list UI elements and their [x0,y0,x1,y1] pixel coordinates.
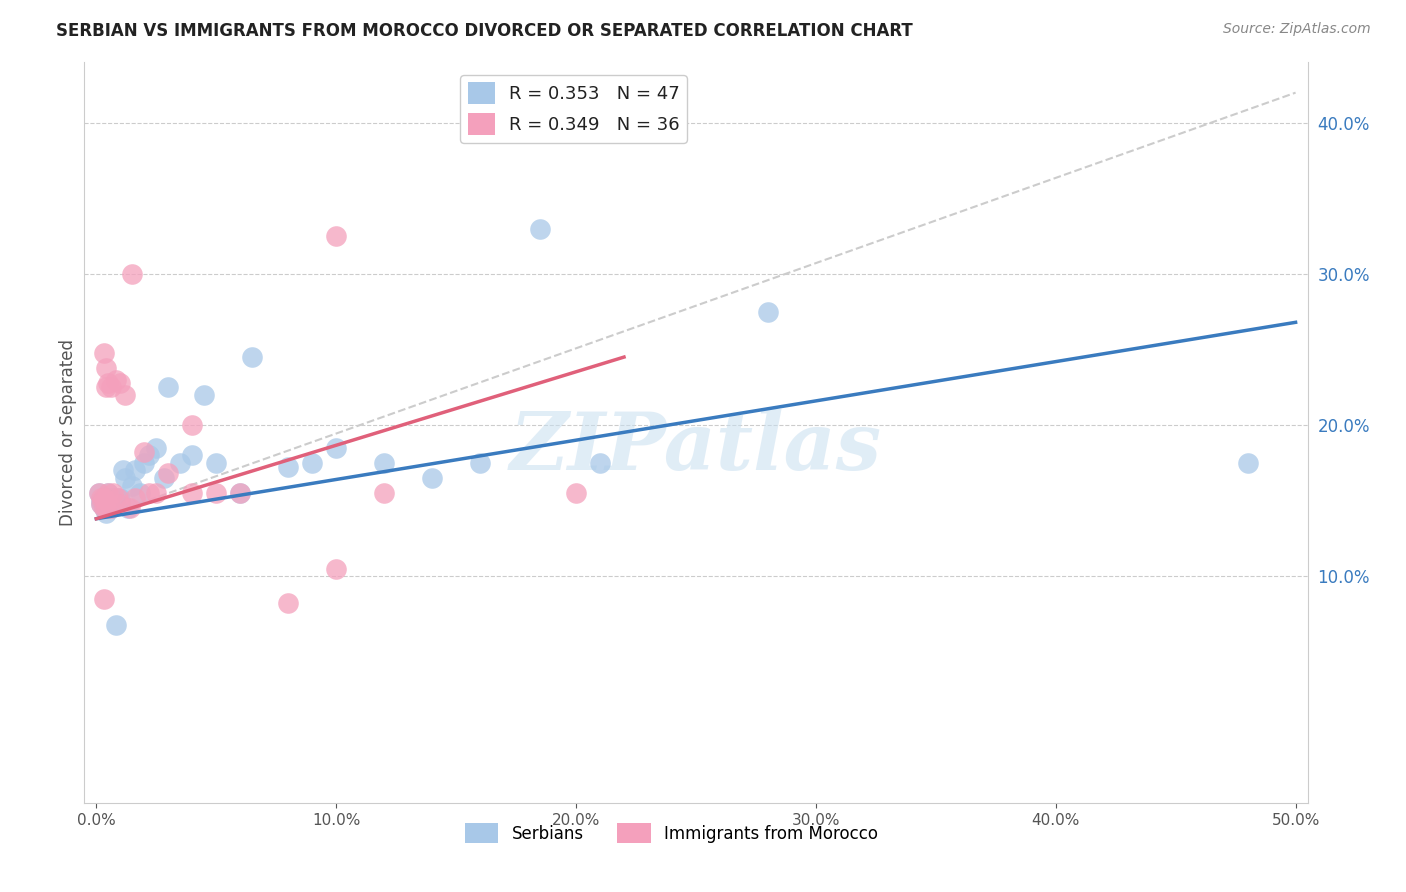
Point [93,501,115,516]
Point [101,486,124,500]
Point [121,267,143,281]
Point [134,456,156,470]
Point [193,388,215,402]
Point [94,380,117,394]
Point [97,486,120,500]
Point [90,493,112,508]
Point [152,471,174,485]
Point [138,486,160,500]
Point [134,445,156,459]
Point [181,486,204,500]
Point [97,486,120,500]
Point [118,501,141,516]
Point [373,456,395,470]
Legend: Serbians, Immigrants from Morocco: Serbians, Immigrants from Morocco [458,816,884,850]
Point [107,497,129,511]
Point [373,486,395,500]
Point [104,373,127,387]
Point [100,380,122,394]
Point [93,501,115,516]
Point [128,486,150,500]
Point [97,376,120,390]
Point [157,467,180,481]
Point [114,388,136,402]
Point [589,456,612,470]
Point [325,561,347,575]
Point [124,491,146,505]
Point [325,229,347,244]
Text: Source: ZipAtlas.com: Source: ZipAtlas.com [1223,22,1371,37]
Point [114,471,136,485]
Point [277,596,299,610]
Point [93,591,115,606]
Point [111,463,134,477]
Point [93,497,115,511]
Point [87,486,110,500]
Point [325,441,347,455]
Text: SERBIAN VS IMMIGRANTS FROM MOROCCO DIVORCED OR SEPARATED CORRELATION CHART: SERBIAN VS IMMIGRANTS FROM MOROCCO DIVOR… [56,22,912,40]
Point [110,376,132,390]
Point [565,486,588,500]
Point [229,486,252,500]
Point [301,456,323,470]
Point [277,460,299,475]
Point [181,418,204,433]
Point [100,497,122,511]
Point [240,350,263,364]
Point [124,463,146,477]
Point [100,491,122,505]
Point [107,491,129,505]
Point [90,497,112,511]
Point [1236,456,1258,470]
Point [145,486,167,500]
Point [229,486,252,500]
Point [90,497,112,511]
Point [756,304,779,318]
Point [94,506,117,520]
Point [420,471,443,485]
Point [145,441,167,455]
Point [101,493,124,508]
Point [157,380,180,394]
Point [181,448,204,462]
Point [138,448,160,462]
Point [104,491,127,505]
Point [93,345,115,359]
Point [110,491,132,505]
Point [121,478,143,492]
Text: ZIPatlas: ZIPatlas [510,409,882,486]
Point [529,221,551,235]
Point [94,501,117,516]
Point [101,497,124,511]
Point [169,456,191,470]
Point [110,497,132,511]
Point [104,497,127,511]
Y-axis label: Divorced or Separated: Divorced or Separated [59,339,77,526]
Point [117,501,139,516]
Point [94,493,117,508]
Point [93,491,115,505]
Point [90,491,112,505]
Point [100,501,122,516]
Point [205,456,228,470]
Point [97,497,120,511]
Point [110,493,132,508]
Point [104,617,127,632]
Point [205,486,228,500]
Point [94,360,117,375]
Point [468,456,491,470]
Point [87,486,110,500]
Point [100,501,122,516]
